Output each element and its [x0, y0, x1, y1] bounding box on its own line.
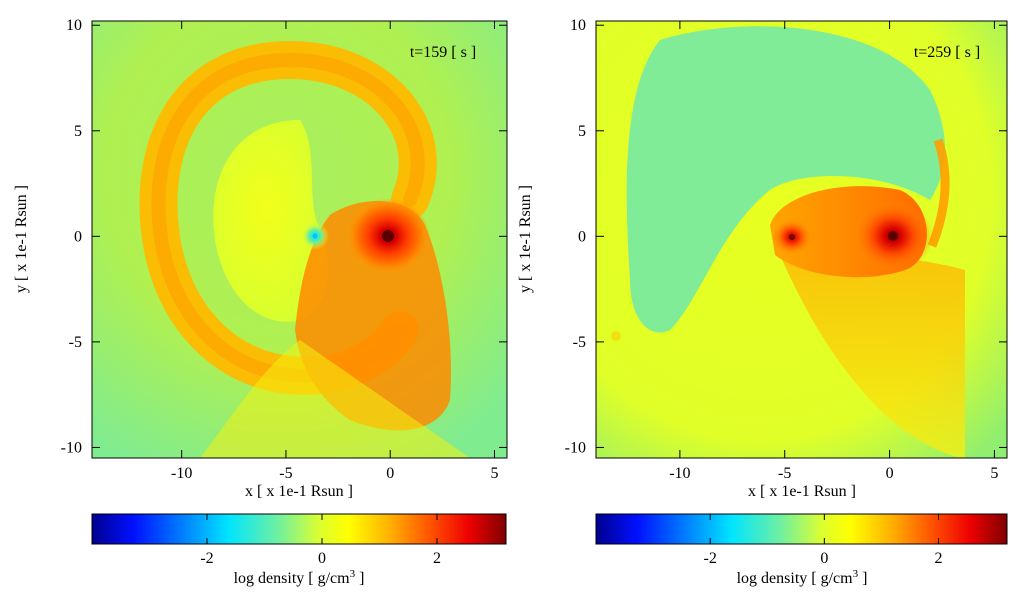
x-axis-label-2: x [ x 1e-1 Rsun ] [748, 483, 856, 500]
y-tick-label: 5 [74, 123, 82, 140]
colorbar-label-text-2: log density [ g/cm [737, 570, 854, 587]
x-tick-label: 0 [386, 465, 394, 482]
density-map-2 [596, 21, 1007, 458]
y-axis-1: 10 5 0 -5 -10 [61, 17, 507, 456]
panel-1: t=159 [ s ] -10 -5 0 5 10 5 0 -5 -10 x [ x 1e-1… [13, 17, 508, 500]
colorbar-tick-label: -2 [704, 550, 717, 567]
colorbar-tick-label: 2 [935, 550, 943, 567]
y-tick-label: 10 [570, 17, 586, 34]
x-axis-label-1: x [ x 1e-1 Rsun ] [245, 483, 353, 500]
colorbar-tick-label: 2 [433, 550, 441, 567]
colorbar-label-sup-1: 3 [350, 568, 356, 580]
x-tick-label: 0 [886, 465, 894, 482]
x-tick-label: -5 [778, 465, 791, 482]
plot-frame-1 [91, 20, 508, 459]
colorbar-label-1: log density [ g/cm3 ] [234, 568, 365, 587]
colorbar-tick-label: 0 [820, 550, 828, 567]
y-tick-label: -10 [565, 439, 586, 456]
y-axis-label-1: y [ x 1e-1 Rsun ] [13, 185, 30, 293]
y-tick-label: -10 [61, 439, 82, 456]
colorbar-label-2: log density [ g/cm3 ] [737, 568, 868, 587]
x-tick-label: -5 [279, 465, 292, 482]
x-axis-1: -10 -5 0 5 [171, 21, 498, 482]
colorbar-label-end-2: ] [858, 570, 867, 587]
colorbar-label-sup-2: 3 [853, 568, 859, 580]
colorbar-gradient-1 [91, 513, 507, 545]
colorbar-label-end-1: ] [355, 570, 364, 587]
colorbar-tick-label: -2 [200, 550, 213, 567]
colorbar-2: -2 0 2 log density [ g/cm3 ] [595, 513, 1008, 587]
x-tick-label: 5 [990, 465, 998, 482]
x-tick-label: 5 [490, 465, 498, 482]
colorbar-ticks-2: -2 0 2 [704, 514, 943, 567]
y-axis-label-2: y [ x 1e-1 Rsun ] [517, 185, 534, 293]
y-tick-label: 0 [578, 228, 586, 245]
colorbar-label-text-1: log density [ g/cm [234, 570, 351, 587]
time-label-1: t=159 [ s ] [410, 44, 476, 61]
colorbar-ticks-1: -2 0 2 [200, 514, 441, 567]
colorbar-gradient-2 [595, 513, 1008, 545]
x-axis-2: -10 -5 0 5 [669, 21, 998, 482]
x-tick-label: -10 [171, 465, 192, 482]
panel-2: t=259 [ s ] -10 -5 0 5 10 5 0 -5 -10 x [ x 1e-1… [517, 17, 1008, 500]
x-tick-label: -10 [669, 465, 690, 482]
colorbar-tick-label: 0 [318, 550, 326, 567]
y-tick-label: -5 [69, 334, 82, 351]
y-axis-2: 10 5 0 -5 -10 [565, 17, 1007, 456]
colorbar-1: -2 0 2 log density [ g/cm3 ] [91, 513, 507, 587]
plot-frame-2 [595, 20, 1008, 459]
y-tick-label: -5 [573, 334, 586, 351]
y-tick-label: 10 [66, 17, 82, 34]
y-tick-label: 5 [578, 123, 586, 140]
time-label-2: t=259 [ s ] [914, 44, 980, 61]
y-tick-label: 0 [74, 228, 82, 245]
density-map-1 [92, 21, 507, 458]
